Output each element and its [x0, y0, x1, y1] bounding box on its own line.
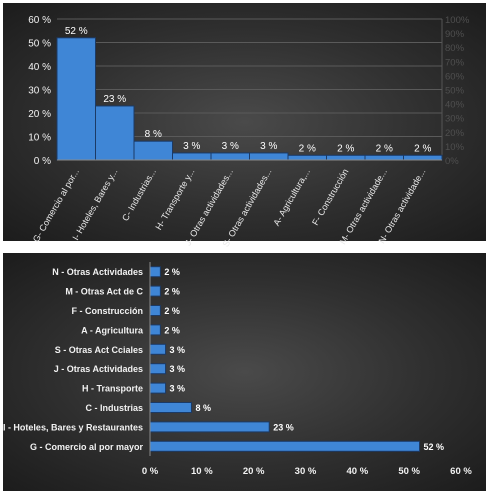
y-tick-label: 40 %: [28, 62, 51, 73]
y-tick-label: 30 %: [28, 86, 51, 97]
data-label: 3 %: [222, 141, 239, 152]
x-tick-label: 0 %: [142, 466, 159, 477]
y-tick-label: N - Otras Actividades: [52, 267, 143, 277]
x-tick-label: 50 %: [398, 466, 420, 477]
y2-tick-label: 0%: [445, 156, 459, 167]
bar: [326, 154, 366, 161]
horizontal-bar-chart-panel: 0 % 10 % 20 % 30 % 40 % 50 % 60 % 2 % N - Otras …: [3, 253, 486, 491]
bar: [149, 440, 421, 452]
bar: [287, 154, 327, 161]
y2-tick-label: 20%: [445, 128, 465, 139]
data-label: 2 %: [164, 325, 180, 335]
y-tick-label: 50 %: [28, 39, 51, 50]
bar: [149, 324, 161, 336]
y-tick-label: S - Otras Act Cciales: [55, 345, 143, 355]
data-label: 3 %: [170, 384, 186, 394]
x-tick-label: 30 %: [295, 466, 317, 477]
data-label: 2 %: [337, 143, 354, 154]
y-tick-label: J - Otras Actividades: [54, 364, 143, 374]
data-label: 3 %: [170, 345, 186, 355]
y-tick-label: A - Agricultura: [81, 325, 144, 335]
bar: [172, 152, 212, 161]
data-label: 23 %: [273, 422, 294, 432]
bar: [149, 285, 161, 297]
x-tick-label: 10 %: [191, 466, 213, 477]
data-label: 2 %: [376, 143, 393, 154]
x-tick-label: I- Hoteles, Bares y...: [70, 167, 119, 242]
x-tick-label: A- Agricultura,...: [271, 167, 312, 227]
y-tick-label: 60 %: [28, 15, 51, 26]
x-tick-label: H- Transporte y...: [153, 167, 196, 232]
y-tick-label: 10 %: [28, 133, 51, 144]
bar: [149, 402, 192, 413]
data-label: 2 %: [299, 143, 316, 154]
data-label: 8 %: [145, 129, 162, 140]
data-label: 3 %: [170, 364, 186, 374]
vertical-bar-chart-panel: 0 % 10 % 20 % 30 % 40 % 50 % 60 % 0% 10% 20% 30% 40…: [3, 3, 486, 249]
x-tick-label: 20 %: [243, 466, 265, 477]
bar: [210, 152, 250, 161]
x-tick-label: F- Construcción: [310, 167, 350, 227]
data-label: 3 %: [260, 141, 277, 152]
horizontal-bar-chart: 0 % 10 % 20 % 30 % 40 % 50 % 60 % 2 % N - Otras …: [3, 262, 472, 477]
y-tick-label: G - Comercio al por mayor: [30, 442, 144, 452]
y-tick-label: C - Industrias: [85, 403, 143, 413]
y2-tick-label: 60%: [445, 71, 465, 82]
data-label: 2 %: [164, 287, 180, 297]
y-tick-label: I - Hoteles, Bares y Restaurantes: [3, 422, 143, 432]
y-tick-label: 0 %: [34, 156, 51, 167]
bar: [56, 37, 96, 161]
bar: [149, 343, 167, 355]
bar: [403, 154, 443, 161]
bar: [95, 105, 135, 161]
y2-tick-label: 90%: [445, 29, 465, 40]
y-tick-label: M - Otras Act de C: [65, 287, 143, 297]
data-label: 8 %: [195, 403, 211, 413]
y2-tick-label: 50%: [445, 86, 465, 97]
data-label: 52 %: [424, 442, 445, 452]
y2-tick-label: 80%: [445, 43, 465, 54]
vertical-bar-chart: 0 % 10 % 20 % 30 % 40 % 50 % 60 % 0% 10% 20% 30% 40…: [28, 15, 470, 249]
bar: [149, 266, 161, 278]
data-label: 2 %: [414, 143, 431, 154]
y-tick-label: H - Transporte: [82, 384, 143, 394]
x-tick-label: 60 %: [450, 466, 472, 477]
bar: [149, 421, 270, 433]
x-tick-label: C- Industrias...: [120, 167, 158, 223]
bar: [149, 305, 161, 316]
bar: [364, 154, 404, 161]
data-label: 3 %: [183, 141, 200, 152]
y2-tick-label: 70%: [445, 57, 465, 68]
y-tick-label: 20 %: [28, 109, 51, 120]
bar: [133, 140, 173, 161]
data-label: 52 %: [65, 26, 88, 37]
bar: [149, 382, 167, 394]
bar: [249, 152, 289, 161]
data-label: 2 %: [164, 306, 180, 316]
y2-tick-label: 30%: [445, 114, 465, 125]
y2-tick-label: 40%: [445, 100, 465, 111]
data-label: 2 %: [164, 267, 180, 277]
x-tick-label: 40 %: [347, 466, 369, 477]
bar: [149, 363, 167, 375]
y-tick-label: F - Construcción: [72, 306, 144, 316]
y2-tick-label: 100%: [445, 15, 470, 26]
data-label: 23 %: [103, 94, 126, 105]
y2-tick-label: 10%: [445, 142, 465, 153]
